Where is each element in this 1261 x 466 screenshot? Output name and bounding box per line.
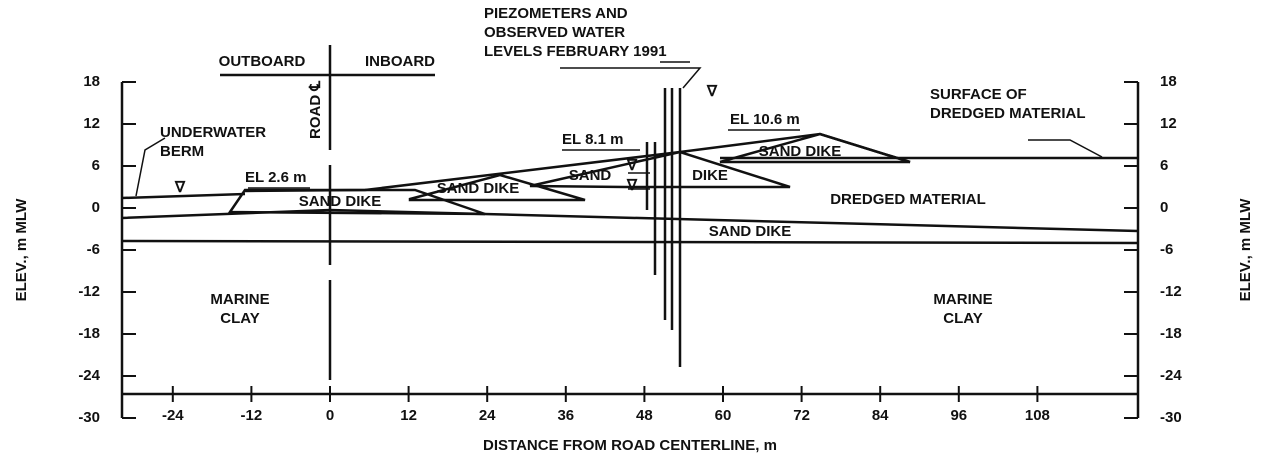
label: ROAD ℄ [307,81,324,139]
y-tick-label: -12 [78,283,100,300]
y-tick-label: -30 [78,409,100,426]
water-symbols: ∇ ∇ ∇ ∇ [174,83,718,196]
label: SAND DIKE [759,143,842,160]
x-tick-label: 24 [479,407,496,424]
label: SAND DIKE [709,223,792,240]
y2-tick-label: 12 [1160,115,1177,132]
y-tick-label: 6 [92,157,100,174]
svg-text:∇: ∇ [626,177,638,194]
svg-text:∇: ∇ [174,179,186,196]
y2-tick-label: -12 [1160,283,1182,300]
x-tick-label: 108 [1025,407,1050,424]
label: EL 2.6 m [245,169,306,186]
x-tick-label: 36 [557,407,574,424]
x-tick-label: 84 [872,407,889,424]
label: MARINE [210,291,269,308]
label: EL 8.1 m [562,131,623,148]
label: BERM [160,143,204,160]
label: LEVELS FEBRUARY 1991 [484,43,667,60]
label: MARINE [933,291,992,308]
x-tick-label: 0 [326,407,334,424]
y2-tick-label: -30 [1160,409,1182,426]
y2-tick-label: -18 [1160,325,1182,342]
x-tick-label: -12 [241,407,263,424]
y-tick-label: 18 [83,73,100,90]
x-tick-label: -24 [162,407,184,424]
y2-tick-label: 6 [1160,157,1168,174]
svg-text:∇: ∇ [626,157,638,174]
y-tick-label: -24 [78,367,100,384]
svg-text:∇: ∇ [706,83,718,100]
label: CLAY [943,310,982,327]
label: EL 10.6 m [730,111,800,128]
y2-tick-label: 18 [1160,73,1177,90]
y2-tick-label: 0 [1160,199,1168,216]
y-tick-label: 12 [83,115,100,132]
label: SAND [569,167,612,184]
label: OUTBOARD [219,53,306,70]
section-lines [121,45,1139,380]
label: SURFACE OF [930,86,1027,103]
label: SAND DIKE [299,193,382,210]
label: SAND DIKE [437,180,520,197]
label: INBOARD [365,53,435,70]
x-tick-label: 48 [636,407,653,424]
x-tick-label: 72 [793,407,810,424]
y-tick-label: 0 [92,199,100,216]
label: PIEZOMETERS AND [484,5,628,22]
label: DREDGED MATERIAL [930,105,1086,122]
y-tick-label: -18 [78,325,100,342]
label: UNDERWATER [160,124,266,141]
label: DREDGED MATERIAL [830,191,986,208]
y2-tick-label: -24 [1160,367,1182,384]
axis-label: ELEV., m MLW [1237,198,1254,302]
x-tick-label: 96 [950,407,967,424]
axis-label: ELEV., m MLW [13,198,30,302]
label: CLAY [220,310,259,327]
y-tick-label: -6 [87,241,100,258]
label: DIKE [692,167,728,184]
label: OBSERVED WATER [484,24,625,41]
x-tick-label: 12 [400,407,417,424]
x-tick-label: 60 [715,407,732,424]
y2-tick-label: -6 [1160,241,1173,258]
axis-label: DISTANCE FROM ROAD CENTERLINE, m [483,437,777,454]
